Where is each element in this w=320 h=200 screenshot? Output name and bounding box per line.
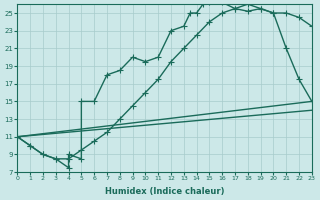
X-axis label: Humidex (Indice chaleur): Humidex (Indice chaleur) [105, 187, 224, 196]
